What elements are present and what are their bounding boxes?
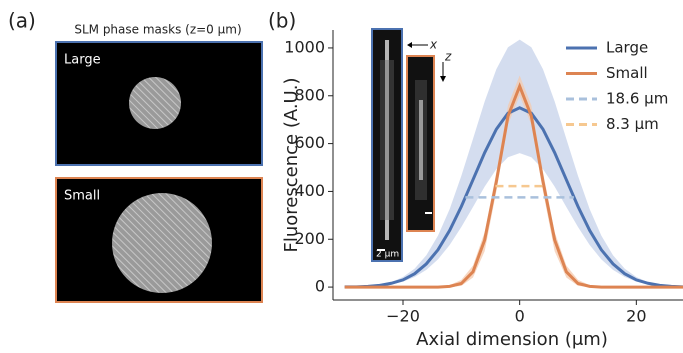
insets: 2 μm x z (372, 29, 452, 261)
mask-label: Large (64, 53, 101, 68)
inset-glow (415, 80, 427, 200)
panel-label: (b) (268, 9, 296, 33)
x-tick-label: 20 (626, 307, 646, 326)
inset-axis-label: z (444, 50, 452, 64)
mask-aperture (112, 193, 212, 293)
legend: Large Small 18.6 μm 8.3 μm (566, 39, 668, 134)
y-tick-label: 1000 (284, 37, 325, 56)
panel-title: SLM phase masks (z=0 μm) (74, 23, 241, 37)
y-tick-label: 0 (315, 277, 325, 296)
x-axis-label: Axial dimension (μm) (416, 329, 608, 350)
inset-glow (380, 60, 394, 220)
inset-axis-label: x (429, 38, 438, 52)
y-tick-label: 400 (294, 181, 325, 200)
y-tick-label: 200 (294, 229, 325, 248)
legend-label: 8.3 μm (606, 115, 659, 133)
mask-label: Small (64, 189, 100, 204)
y-tick-label: 800 (294, 85, 325, 104)
mask-aperture (129, 77, 181, 129)
arrow-head (440, 76, 446, 82)
x-tick-label: −20 (386, 307, 420, 326)
y-tick-label: 600 (294, 133, 325, 152)
arrow-head (407, 42, 412, 48)
legend-label: Large (606, 39, 648, 57)
x-tick-label: 0 (515, 307, 525, 326)
panel-label: (a) (8, 9, 36, 33)
legend-label: 18.6 μm (606, 90, 668, 108)
scale-bar-label: 2 μm (376, 250, 399, 260)
page: (a) SLM phase masks (z=0 μm) Large Small… (0, 0, 683, 353)
legend-label: Small (606, 64, 648, 82)
figure: (a) SLM phase masks (z=0 μm) Large Small… (0, 0, 683, 353)
